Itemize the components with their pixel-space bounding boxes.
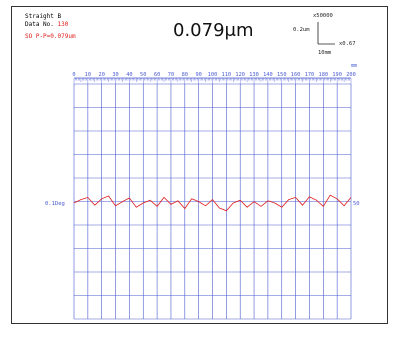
x-tick-label: 190: [332, 72, 342, 78]
result-line: SO P-P=0.079um: [25, 33, 76, 40]
x-tick-label: 160: [291, 72, 301, 78]
x-tick-label: 150: [277, 72, 287, 78]
data-number-label: Data No.: [25, 21, 54, 28]
x-tick-label: 10: [85, 72, 91, 78]
left-axis-label: 0.1Deg: [45, 201, 65, 207]
x-tick-label: 90: [195, 72, 201, 78]
x-axis: [73, 77, 352, 84]
x-tick-label: 0: [72, 72, 75, 78]
measurement-value: 0.079μm: [173, 20, 254, 41]
x-tick-label: 30: [112, 72, 118, 78]
data-number: Data No. 130: [25, 21, 68, 28]
x-tick-label: 40: [126, 72, 132, 78]
x-tick-label: 200: [346, 72, 356, 78]
x-tick-label: 120: [235, 72, 245, 78]
x-unit-label: mm: [351, 63, 357, 69]
x-tick-label: 180: [319, 72, 329, 78]
series-layer: [73, 194, 352, 212]
x-tick-label: 100: [208, 72, 218, 78]
x-tick-label: 20: [99, 72, 105, 78]
x-tick-label: 130: [249, 72, 259, 78]
x-tick-label: 110: [222, 72, 232, 78]
horizontal-unit: 10mm: [318, 50, 332, 56]
x-tick-label: 70: [168, 72, 174, 78]
x-tick-label: 50: [140, 72, 146, 78]
x-tick-label: 80: [182, 72, 188, 78]
grid: [73, 83, 352, 320]
x-tick-labels: 0 10 20 30 40 50 60 70 80 90 100 110 120 130 140 150 160…: [72, 72, 355, 78]
vertical-unit: 0.2um: [293, 27, 310, 33]
x-tick-label: 140: [263, 72, 273, 78]
scale-bar: [317, 22, 335, 45]
chart-title: Straight B: [25, 13, 62, 20]
x-tick-label: 170: [305, 72, 315, 78]
profile-line: [73, 194, 352, 212]
data-number-value: 130: [57, 21, 69, 28]
x-tick-label: 60: [154, 72, 160, 78]
right-axis-label: 50: [353, 201, 360, 207]
vertical-magnification: x50000: [313, 13, 333, 19]
horizontal-magnification: x0.67: [339, 41, 356, 47]
